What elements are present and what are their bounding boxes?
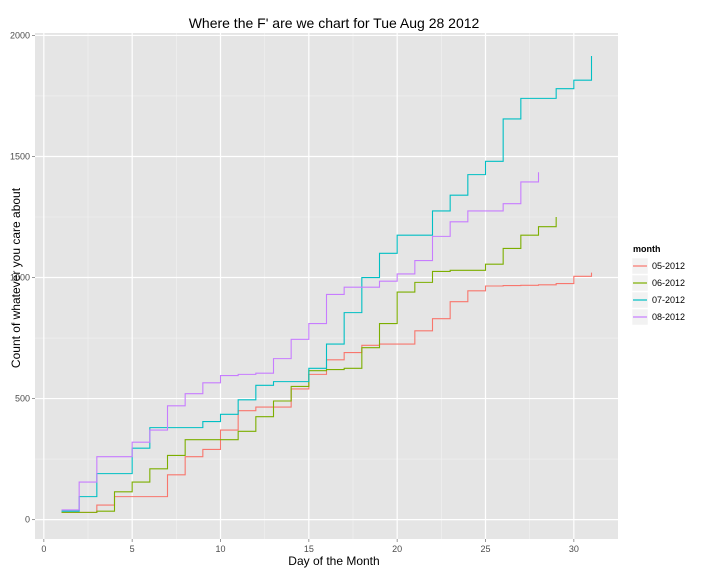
y-axis: 0 500 1000 1500 2000	[10, 30, 35, 525]
x-axis: 0 5 10 15 20 25 30	[41, 539, 579, 554]
x-tick-label: 15	[304, 544, 314, 554]
y-tick-label: 500	[15, 394, 30, 404]
series-line-06-2012	[61, 217, 557, 513]
series-line-08-2012	[61, 172, 540, 511]
series-layer	[61, 56, 593, 513]
y-tick-label: 1000	[10, 273, 30, 283]
x-tick-label: 0	[41, 544, 46, 554]
legend-title: month	[633, 244, 661, 254]
x-tick-label: 10	[215, 544, 225, 554]
x-tick-label: 30	[569, 544, 579, 554]
y-axis-label: Count of whatever you care about	[9, 187, 23, 368]
legend-label: 07-2012	[652, 295, 685, 305]
y-tick-label: 2000	[10, 30, 30, 40]
legend-label: 05-2012	[652, 261, 685, 271]
y-tick-label: 1500	[10, 151, 30, 161]
y-tick-label: 0	[25, 515, 30, 525]
chart-title: Where the F' are we chart for Tue Aug 28…	[189, 15, 480, 31]
x-tick-label: 25	[480, 544, 490, 554]
plot-panel	[35, 33, 618, 539]
x-axis-label: Day of the Month	[288, 554, 379, 568]
legend-label: 06-2012	[652, 278, 685, 288]
x-tick-label: 20	[392, 544, 402, 554]
x-tick-label: 5	[130, 544, 135, 554]
legend-label: 08-2012	[652, 312, 685, 322]
series-line-07-2012	[61, 56, 593, 512]
legend: month 05-2012 06-2012 07-2012 08-2012	[631, 244, 685, 326]
series-line-05-2012	[61, 272, 593, 513]
grid-major	[35, 33, 618, 539]
